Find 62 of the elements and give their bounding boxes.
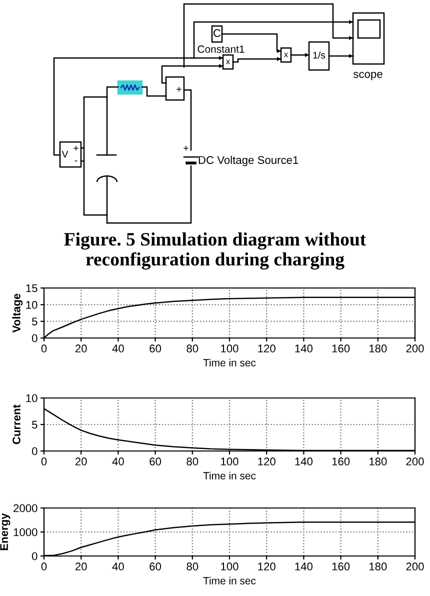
x-tick-label: 200: [406, 458, 424, 466]
text: DC Voltage Source1: [198, 156, 298, 166]
text: Constant1: [198, 45, 244, 53]
y-tick-label: 10: [26, 394, 38, 402]
x-tick-label: 60: [150, 458, 162, 466]
x-tick-label: 140: [295, 458, 313, 466]
x-tick-label: 180: [369, 344, 387, 352]
x-tick-label: 20: [75, 458, 87, 466]
text: Figure. 5 Simulation diagram without reconfiguration during charging: [64, 232, 366, 270]
x-axis-title: Time in sec: [203, 576, 256, 584]
text: scope: [353, 72, 382, 80]
x-tick-label: 0: [41, 562, 47, 570]
x-tick-label: 0: [41, 344, 47, 352]
x-tick-label: 160: [332, 562, 350, 570]
y-axis-title: Current: [12, 404, 20, 444]
y-tick-label: 0: [32, 447, 38, 456]
text: x: [284, 52, 288, 58]
text: V: [62, 150, 68, 158]
y-axis-title: Energy: [0, 513, 10, 550]
x-tick-label: 80: [186, 562, 198, 570]
y-tick-label: 10: [26, 300, 38, 309]
x-tick-label: 80: [186, 458, 198, 466]
x-tick-label: 60: [150, 562, 162, 570]
x-tick-label: 20: [75, 344, 87, 352]
x-tick-label: 80: [186, 344, 198, 352]
x-tick-label: 40: [112, 562, 124, 570]
x-tick-label: 20: [75, 562, 87, 570]
x-tick-label: 120: [258, 344, 276, 352]
x-tick-label: 60: [150, 344, 162, 352]
y-tick-label: 15: [26, 284, 38, 292]
x-tick-label: 120: [258, 458, 276, 466]
x-tick-label: 40: [112, 344, 124, 352]
y-tick-label: 5: [32, 318, 38, 326]
text: -: [74, 160, 78, 162]
text: x: [226, 60, 230, 64]
x-tick-label: 160: [332, 458, 350, 466]
y-tick-label: 5: [32, 420, 38, 429]
x-tick-label: 140: [295, 562, 313, 570]
x-tick-label: 100: [221, 344, 238, 352]
x-tick-label: 100: [221, 562, 238, 570]
text: 1/s: [313, 51, 326, 59]
x-tick-label: 40: [112, 458, 124, 466]
text: +: [184, 146, 188, 151]
text: C: [214, 29, 221, 37]
y-tick-label: 2000: [14, 504, 38, 512]
y-tick-label: 1000: [14, 528, 38, 536]
y-axis-title: Voltage: [12, 294, 23, 333]
x-tick-label: 140: [295, 344, 313, 352]
x-tick-label: 120: [258, 562, 276, 570]
x-axis-title: Time in sec: [203, 472, 256, 480]
x-tick-label: 200: [406, 562, 424, 570]
x-tick-label: 180: [369, 458, 387, 466]
x-tick-label: 100: [221, 458, 238, 466]
x-tick-label: 200: [406, 344, 424, 352]
x-tick-label: 0: [41, 458, 47, 466]
x-axis-title: Time in sec: [203, 358, 256, 366]
x-tick-label: 160: [332, 344, 350, 352]
text: +: [74, 146, 78, 151]
x-tick-label: 180: [369, 562, 387, 570]
text: +: [176, 86, 182, 92]
y-tick-label: 0: [32, 334, 38, 342]
y-tick-label: 0: [32, 552, 38, 560]
